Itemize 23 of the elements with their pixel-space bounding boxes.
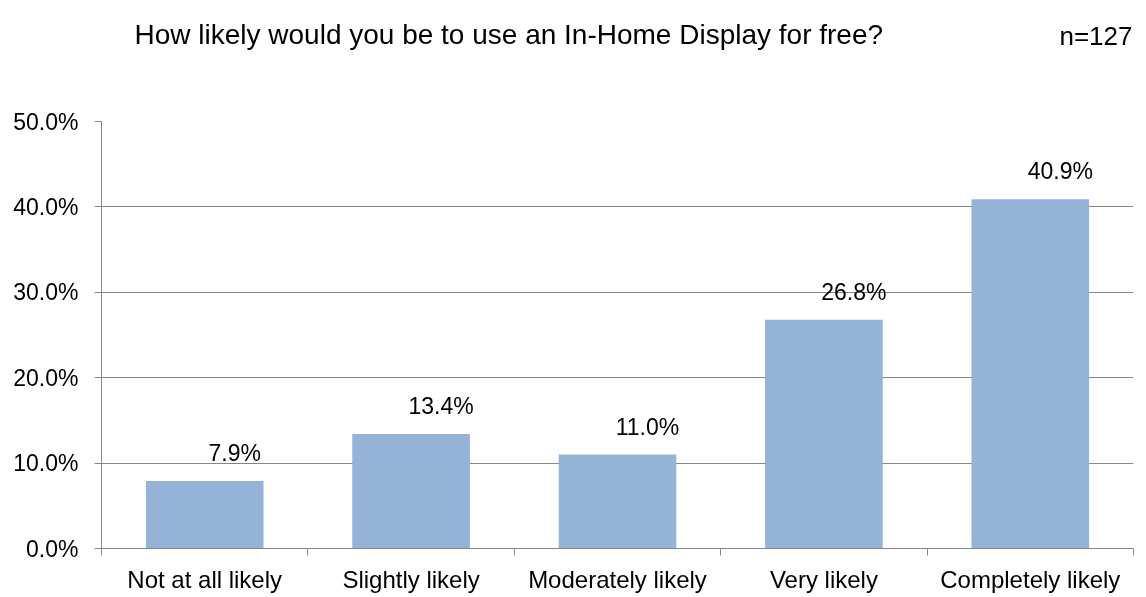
y-tick-label: 0.0% bbox=[26, 535, 79, 562]
bar bbox=[352, 434, 470, 549]
x-tick-label: Completely likely bbox=[940, 565, 1121, 593]
y-tick-label: 50.0% bbox=[13, 108, 79, 135]
data-label: 26.8% bbox=[821, 278, 887, 305]
data-label: 13.4% bbox=[408, 393, 474, 420]
bar bbox=[765, 319, 883, 549]
x-tick-label: Very likely bbox=[769, 565, 878, 593]
y-tick-label: 20.0% bbox=[13, 364, 79, 391]
data-label: 7.9% bbox=[208, 440, 261, 467]
bar bbox=[558, 454, 677, 549]
bar bbox=[971, 199, 1090, 549]
y-tick-label: 40.0% bbox=[13, 193, 79, 220]
text: n=127 bbox=[1059, 20, 1133, 51]
data-label: 40.9% bbox=[1027, 158, 1093, 185]
bar bbox=[145, 481, 264, 549]
x-tick-label: Not at all likely bbox=[127, 565, 283, 593]
x-tick-label: Slightly likely bbox=[342, 565, 480, 593]
chart-title: How likely would you be to use an In-Home Display for free? bbox=[134, 19, 884, 50]
data-label: 11.0% bbox=[615, 413, 680, 440]
y-tick-label: 10.0% bbox=[13, 450, 79, 477]
x-tick-label: Moderately likely bbox=[528, 565, 707, 593]
y-tick-label: 30.0% bbox=[13, 279, 79, 306]
